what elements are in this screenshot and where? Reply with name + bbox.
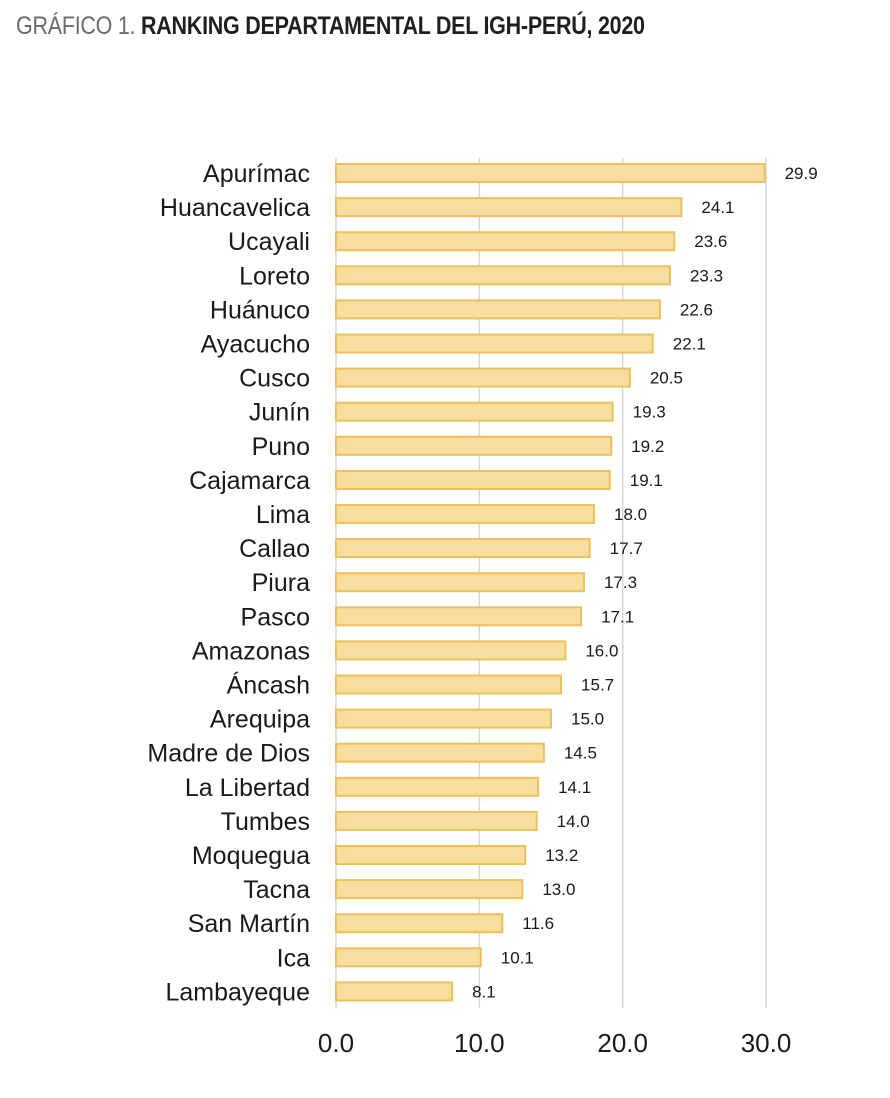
data-label: 14.5 [564, 744, 597, 763]
category-label: Amazonas [192, 637, 310, 665]
bars [335, 163, 766, 1002]
category-label: Junín [249, 399, 310, 427]
bar [335, 606, 583, 627]
data-label: 8.1 [472, 982, 496, 1001]
data-label: 11.6 [522, 914, 554, 933]
category-label: Huancavelica [160, 194, 310, 222]
category-label: Ayacucho [201, 331, 310, 359]
category-label: Pasco [241, 603, 310, 631]
bar [335, 469, 611, 490]
data-label: 17.7 [610, 539, 643, 558]
category-label: Arequipa [210, 706, 310, 734]
data-label: 20.5 [650, 369, 683, 388]
bar [335, 504, 595, 524]
data-label: 13.2 [545, 846, 578, 865]
category-label: Puno [252, 433, 310, 461]
data-label: 14.1 [558, 778, 591, 797]
category-label: Piura [252, 569, 310, 597]
category-label: Áncash [227, 671, 310, 700]
bar [335, 401, 614, 422]
category-label: Tumbes [221, 808, 310, 836]
category-label: Loreto [239, 262, 310, 290]
category-label: Cusco [239, 365, 310, 393]
data-label: 18.0 [614, 505, 647, 524]
data-label: 22.1 [673, 335, 706, 354]
bar [335, 810, 538, 831]
bar [335, 981, 454, 1002]
data-label: 16.0 [585, 641, 618, 660]
bar [335, 742, 545, 763]
value-labels: 29.9 24.1 23.6 23.3 22.6 22.1 20.5 19.3 19.2 19.1… [472, 164, 818, 1001]
category-label: La Libertad [185, 774, 310, 802]
bar [335, 265, 671, 286]
bar [335, 367, 631, 388]
category-label: Ucayali [228, 228, 310, 256]
bar [335, 231, 676, 252]
bar [335, 640, 567, 661]
x-tick-label: 0.0 [318, 1028, 354, 1058]
category-label: Apurímac [203, 160, 310, 188]
chart-title-text: RANKING DEPARTAMENTAL DEL IGH-PERÚ, 2020 [140, 12, 645, 40]
data-label: 13.0 [542, 880, 575, 899]
bar [335, 572, 585, 593]
x-axis-ticks: 0.0 10.0 20.0 30.0 [318, 1028, 791, 1058]
category-labels: Apurímac Huancavelica Ucayali Loreto Huánuco… [147, 160, 310, 1006]
bar [335, 163, 766, 183]
bar [335, 913, 504, 934]
bar [335, 674, 563, 695]
data-label: 17.1 [601, 607, 634, 626]
category-label: Madre de Dios [147, 740, 310, 768]
bar [335, 197, 683, 218]
category-label: Tacna [243, 876, 310, 904]
category-label: Ica [277, 944, 310, 972]
bar [335, 538, 591, 559]
category-label: Callao [239, 535, 310, 563]
data-label: 10.1 [501, 948, 534, 967]
data-label: 22.6 [680, 300, 713, 319]
data-label: 23.3 [690, 266, 723, 285]
bar [335, 879, 524, 900]
x-tick-label: 10.0 [454, 1028, 505, 1058]
category-label: Huánuco [210, 296, 310, 324]
data-label: 29.9 [785, 164, 818, 183]
bar [335, 776, 540, 797]
x-tick-label: 30.0 [741, 1028, 792, 1058]
data-label: 14.0 [557, 812, 590, 831]
data-label: 15.0 [571, 710, 604, 729]
data-label: 19.2 [631, 437, 664, 456]
bar [335, 299, 661, 320]
category-label: Cajamarca [189, 467, 310, 495]
bar [335, 708, 552, 729]
data-label: 19.1 [630, 471, 663, 490]
category-label: Moquegua [192, 842, 310, 870]
bar [335, 435, 613, 456]
chart-title: GRÁFICO 1. RANKING DEPARTAMENTAL DEL IGH… [16, 12, 645, 41]
bar [335, 947, 482, 968]
category-label: Lambayeque [165, 978, 310, 1006]
chart-title-prefix: GRÁFICO 1. [16, 12, 136, 40]
data-label: 17.3 [604, 573, 637, 592]
bar [335, 845, 527, 865]
data-label: 23.6 [694, 232, 727, 251]
data-label: 19.3 [633, 403, 666, 422]
category-label: San Martín [188, 910, 310, 938]
x-tick-label: 20.0 [597, 1028, 648, 1058]
category-label: Lima [256, 501, 310, 529]
data-label: 24.1 [701, 198, 734, 217]
bar [335, 333, 654, 354]
data-label: 15.7 [581, 676, 614, 695]
